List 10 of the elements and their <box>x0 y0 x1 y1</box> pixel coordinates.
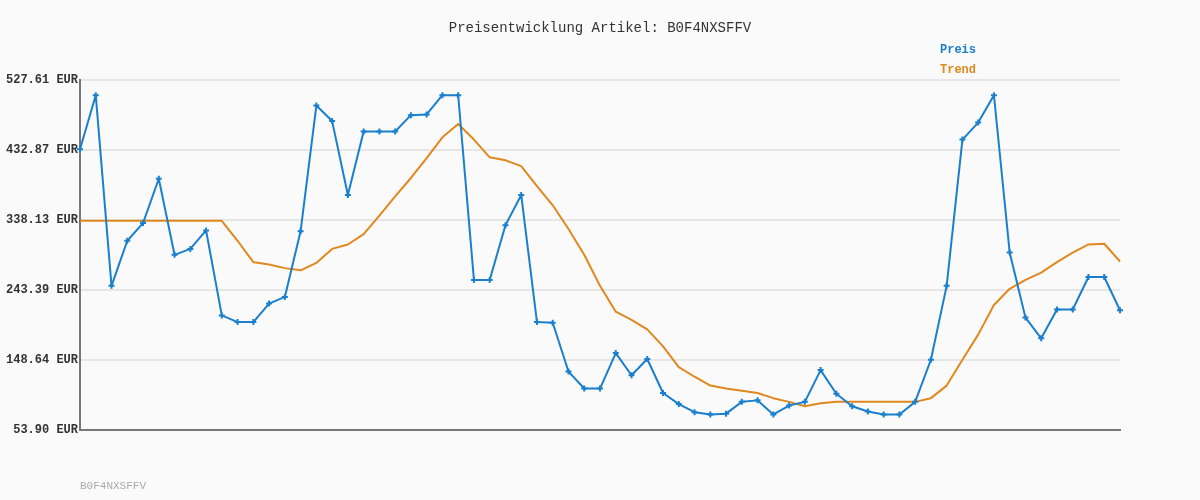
text: Preis <box>940 42 977 59</box>
y-tick-label: 527.61 EUR <box>5 73 79 88</box>
y-tick-label: 432.87 EUR <box>5 143 79 158</box>
y-tick-label: 148.64 EUR <box>5 353 79 368</box>
y-tick-label: 243.39 EUR <box>5 283 79 298</box>
y-tick-label: 53.90 EUR <box>13 423 79 438</box>
y-tick-label: 338.13 EUR <box>5 213 79 228</box>
chart-title: Preisentwicklung Artikel: B0F4NXSFFV <box>447 20 753 36</box>
text: Trend <box>940 62 977 79</box>
text: B0F4NXSFFV <box>80 480 147 492</box>
